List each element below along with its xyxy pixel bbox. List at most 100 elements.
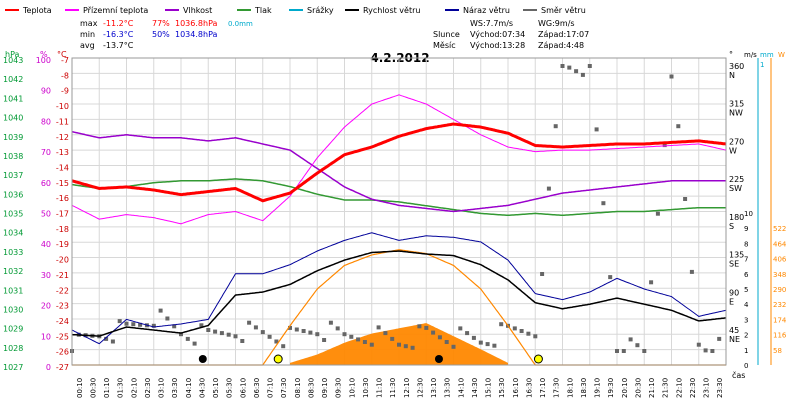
wind-direction-point: [158, 308, 163, 313]
time-tick: 07:10: [267, 378, 275, 398]
time-tick: 22:10: [675, 378, 683, 398]
wind-direction-point: [219, 331, 224, 336]
celsius-tick: -10: [56, 102, 69, 111]
wind-direction-point: [104, 336, 109, 341]
percent-tick: 80: [41, 117, 51, 126]
time-tick: 10:10: [348, 378, 356, 398]
wind-direction-point: [390, 336, 395, 341]
wind-direction-point: [601, 201, 606, 206]
time-tick: 16:10: [512, 378, 520, 398]
wind-direction-point: [689, 269, 694, 274]
wind-direction-point: [519, 329, 524, 333]
wind-direction-point: [281, 344, 286, 349]
celsius-tick: -18: [56, 225, 69, 234]
sun-moon-markers: [198, 354, 543, 364]
wind-direction-point: [165, 316, 170, 321]
wind-direction-point: [635, 343, 640, 348]
wind-direction-point: [185, 336, 190, 341]
direction-degree-tick: 45: [729, 326, 739, 335]
wind-direction-point: [376, 325, 381, 330]
celsius-tick: -7: [61, 56, 69, 65]
wind-direction-point: [213, 329, 218, 334]
time-tick: 02:30: [144, 378, 152, 398]
wind-direction-point: [267, 334, 272, 339]
hpa-tick: 1034: [3, 229, 23, 238]
wind-direction-point: [172, 324, 177, 329]
wind-direction-point: [540, 272, 545, 276]
wind-gust-line: [71, 232, 727, 345]
watt-tick: 116: [773, 332, 787, 340]
wind-direction-point: [247, 320, 252, 325]
hpa-tick: 1035: [3, 210, 23, 219]
wind-direction-point: [655, 211, 660, 216]
stat-min-hum: 50%: [152, 30, 170, 39]
temperature-line: [71, 122, 727, 203]
time-tick: 21:10: [648, 378, 656, 398]
wind-direction-point: [274, 339, 279, 344]
time-tick: 12:30: [416, 378, 424, 398]
ms-tick: 6: [744, 271, 749, 279]
celsius-tick: -11: [56, 117, 69, 126]
wind-direction-point: [451, 344, 456, 349]
time-tick: 10:30: [362, 378, 370, 398]
wind-direction-point: [560, 64, 565, 68]
legend: Teplota Přízemní teplota Vlhkost Tlak Srážky…: [5, 6, 586, 15]
time-tick: 20:10: [621, 378, 629, 398]
wind-direction-point: [424, 325, 429, 330]
celsius-tick: -15: [56, 179, 69, 188]
ms-tick: 2: [744, 332, 748, 340]
wind-direction-point: [131, 322, 136, 327]
celsius-tick: -13: [56, 148, 69, 157]
ms-tick: 7: [744, 256, 748, 264]
time-tick: 03:30: [171, 378, 179, 398]
time-tick: 12:10: [403, 378, 411, 398]
hpa-tick: 1027: [3, 363, 23, 372]
watt-tick: 522: [773, 225, 786, 233]
plot-frame: [71, 57, 727, 366]
direction-name-tick: E: [729, 297, 734, 306]
wind-direction-point: [444, 340, 449, 344]
direction-degree-tick: 225: [729, 175, 744, 184]
time-tick: 18:10: [566, 378, 574, 398]
percent-tick: 60: [41, 179, 51, 188]
wind-direction-point: [553, 124, 558, 129]
hpa-tick: 1042: [3, 75, 23, 84]
percent-tick: 0: [46, 363, 51, 372]
watt-tick: 58: [773, 347, 782, 355]
time-tick: 07:30: [280, 378, 288, 398]
wind-direction-point: [417, 324, 422, 329]
legend-label: Srážky: [307, 6, 334, 15]
hpa-tick: 1041: [3, 94, 23, 103]
time-axis-label: čas: [732, 370, 745, 380]
time-tick: 15:10: [485, 378, 493, 398]
wind-direction-point: [342, 332, 347, 337]
celsius-tick: -21: [56, 271, 69, 280]
time-tick: 15:30: [498, 378, 506, 398]
wind-direction-point: [533, 334, 538, 339]
wind-direction-point: [397, 342, 401, 347]
time-tick: 17:10: [539, 378, 547, 398]
legend-label: Teplota: [22, 6, 52, 15]
wind-direction-point: [662, 143, 667, 148]
wind-direction-point: [485, 342, 490, 347]
ground-temperature-line: [71, 94, 727, 225]
wind-direction-point: [567, 65, 572, 70]
legend-label: Náraz větru: [463, 6, 510, 15]
ms-tick: 8: [744, 240, 748, 248]
axes: hPa% °C1043104210411040103910381037103610…: [3, 50, 787, 398]
time-tick: 02:10: [130, 378, 138, 398]
wind-direction-point: [315, 332, 320, 337]
watt-tick: 464: [773, 240, 787, 248]
watt-tick: 290: [773, 286, 786, 294]
wind-direction-point: [117, 319, 122, 324]
wind-direction-point: [308, 330, 313, 335]
celsius-tick: -19: [56, 240, 69, 249]
sunset-text: Západ:17:07: [538, 30, 589, 39]
time-tick: 06:30: [253, 378, 261, 398]
time-tick: 05:30: [226, 378, 234, 398]
hpa-tick: 1030: [3, 305, 23, 314]
time-tick: 11:10: [376, 378, 384, 398]
wind-direction-point: [587, 64, 592, 68]
stat-min-temp: -16.3°C: [103, 30, 134, 39]
